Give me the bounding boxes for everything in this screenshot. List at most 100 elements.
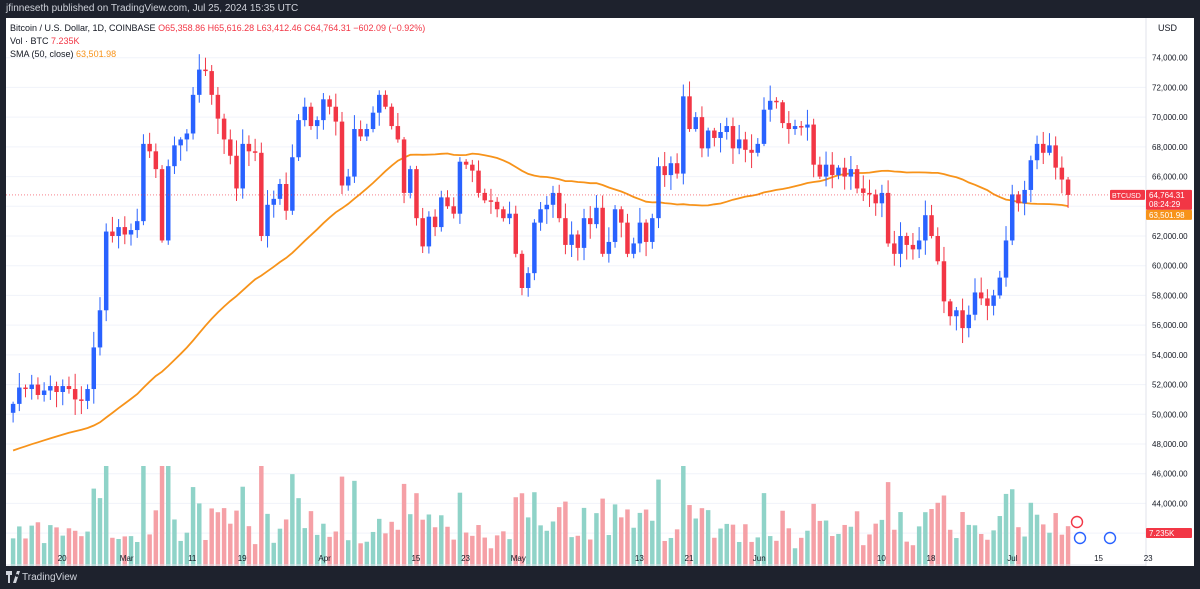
price-axis[interactable]: USD 74,000.00 72,000.00 70,000.00 68,000.00 6… xyxy=(1145,18,1194,566)
candle-body xyxy=(786,123,792,130)
volume-bar xyxy=(935,502,940,566)
candles xyxy=(10,54,1071,423)
volume-bar xyxy=(370,531,376,566)
candle-body xyxy=(544,204,550,210)
volume-bar xyxy=(141,466,146,566)
candle-body xyxy=(221,118,227,140)
volume-bar xyxy=(662,540,667,566)
price-tick-label: 56,000.00 xyxy=(1152,321,1188,330)
volume-bar xyxy=(1016,527,1021,566)
candle-body xyxy=(519,253,525,288)
volume-bar xyxy=(780,510,785,566)
event-marker-icon[interactable] xyxy=(1073,531,1087,545)
volume-bar xyxy=(761,493,767,566)
price-tick-label: 70,000.00 xyxy=(1152,113,1188,122)
candle-body xyxy=(72,389,78,400)
legend-ohlc: O65,358.86 H65,616.28 L63,412.46 C64,764… xyxy=(158,23,426,33)
candle-body xyxy=(482,192,487,201)
volume-bar xyxy=(588,539,593,566)
time-tick-label: May xyxy=(511,554,526,563)
candle-body xyxy=(122,227,128,235)
time-axis[interactable]: 20Mar1119Apr1523May1321Jun1018Jul1523Aug xyxy=(6,515,1200,566)
volume-bar xyxy=(631,527,636,566)
volume-bar xyxy=(848,526,854,566)
volume-bar xyxy=(197,503,202,566)
volume-bar xyxy=(575,535,581,566)
volume-bar xyxy=(836,533,841,566)
candle-body xyxy=(910,244,916,250)
volume-bar xyxy=(612,504,618,566)
publish-header: jfinneseth published on TradingView.com,… xyxy=(0,0,1200,18)
candle-body xyxy=(904,236,909,245)
volume-bar xyxy=(35,522,41,566)
candle-body xyxy=(370,112,376,130)
volume-bar xyxy=(823,520,829,566)
volume-bar xyxy=(463,532,469,566)
volume-bar xyxy=(414,493,419,566)
volume-bar xyxy=(290,474,295,566)
price-tick-label: 44,000.00 xyxy=(1152,499,1188,508)
candle-body xyxy=(302,106,308,121)
footer: TradingView xyxy=(0,566,1200,589)
event-marker-icon[interactable] xyxy=(1070,515,1084,529)
candle-body xyxy=(457,161,463,214)
volume-bar xyxy=(830,536,835,566)
chart-frame[interactable]: USD 74,000.00 72,000.00 70,000.00 68,000.00 6… xyxy=(6,18,1200,566)
candle-body xyxy=(48,386,53,391)
candle-body xyxy=(408,169,413,193)
volume-bar xyxy=(699,508,705,566)
time-tick-label: 19 xyxy=(238,554,247,563)
candle-body xyxy=(91,347,97,390)
volume-bar xyxy=(736,541,742,566)
volume-bar xyxy=(1028,502,1034,566)
volume-bar xyxy=(358,543,363,566)
volume-bar xyxy=(252,544,258,566)
candle-body xyxy=(259,152,264,236)
candle-body xyxy=(134,221,140,231)
volume-bar xyxy=(569,537,574,566)
tradingview-logo-icon xyxy=(6,571,20,583)
time-tick-label: 23 xyxy=(1144,554,1153,563)
volume-bar xyxy=(656,479,661,566)
candle-body xyxy=(166,166,171,241)
candle-body xyxy=(705,130,711,149)
candle-body xyxy=(780,102,785,124)
legend-volume-value: 7.235K xyxy=(51,36,80,46)
volume-bar xyxy=(1059,534,1065,566)
volume-bar xyxy=(240,486,245,566)
volume-bar xyxy=(743,524,748,566)
volume-bar xyxy=(364,541,370,566)
candle-body xyxy=(563,218,568,245)
volume-bar xyxy=(432,527,438,566)
candle-body xyxy=(240,143,245,189)
volume-bar xyxy=(79,536,84,566)
volume-bar xyxy=(234,510,239,566)
candlestick-chart[interactable]: USD 74,000.00 72,000.00 70,000.00 68,000.00 6… xyxy=(6,18,1200,566)
volume-bar xyxy=(426,514,432,566)
volume-bar xyxy=(811,503,816,566)
candle-body xyxy=(414,169,419,219)
volume-bar xyxy=(507,539,512,566)
legend-sma-value: 63,501.98 xyxy=(76,49,117,59)
candle-body xyxy=(619,209,624,223)
candle-body xyxy=(470,164,475,171)
event-marker-icon[interactable] xyxy=(1103,531,1117,545)
volume-bar xyxy=(209,508,214,566)
candle-body xyxy=(556,192,562,219)
price-tick-label: 74,000.00 xyxy=(1152,54,1188,63)
time-tick-label: 20 xyxy=(58,554,67,563)
candle-body xyxy=(252,151,258,153)
volume-bar xyxy=(122,536,128,566)
volume-bar xyxy=(718,528,723,566)
candle-body xyxy=(656,166,661,219)
volume-bar xyxy=(786,528,792,566)
candle-body xyxy=(972,292,978,315)
candle-body xyxy=(265,204,270,236)
sma-line xyxy=(12,152,1069,452)
volume-bar xyxy=(681,466,686,566)
volume-bar xyxy=(1065,526,1071,566)
volume-bar xyxy=(873,523,878,566)
candle-body xyxy=(755,143,761,153)
candle-body xyxy=(879,192,885,204)
